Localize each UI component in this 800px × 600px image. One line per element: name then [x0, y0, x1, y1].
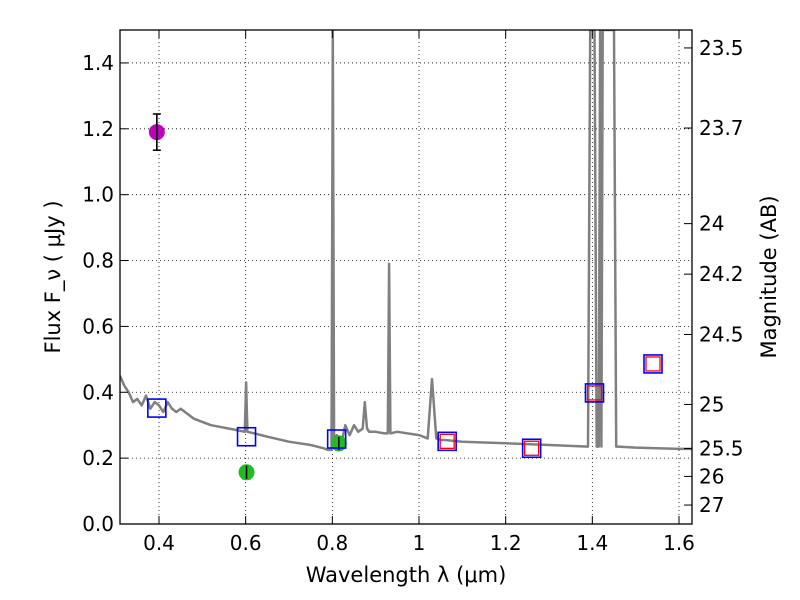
right-axis-label: Magnitude (AB)	[757, 195, 781, 358]
x-axis-label: Wavelength λ (μm)	[306, 563, 507, 587]
model-photometry-red-square	[586, 385, 603, 401]
model-photometry-blue-square	[147, 398, 167, 418]
model-photometry-red-square	[645, 356, 661, 372]
y-tick-label: 1.4	[82, 51, 114, 75]
x-tick-label: 0.4	[143, 531, 175, 555]
model-photometry-blue-square	[643, 354, 663, 374]
model-photometry-blue-square	[521, 438, 542, 459]
y-tick-label: 1.2	[82, 117, 114, 141]
x-tick-label: 1.4	[576, 531, 608, 555]
right-tick-label: 24	[699, 212, 724, 236]
x-tick-label: 1	[413, 531, 426, 555]
y-tick-labels: 0.0 0.2 0.4 0.6 0.8 1.0 1.2 1.4	[82, 51, 114, 536]
model-photometry-red-square	[524, 440, 540, 456]
y-tick-label: 0.6	[82, 314, 114, 338]
right-tick-label: 23.7	[699, 116, 744, 140]
model-spectrum-line	[120, 30, 692, 452]
x-tick-label: 0.6	[230, 531, 262, 555]
x-tick-labels: 0.4 0.6 0.8 1 1.2 1.4 1.6	[143, 531, 695, 555]
y-tick-label: 0.0	[82, 512, 114, 536]
y-tick-label: 0.4	[82, 380, 114, 404]
right-tick-label: 25	[699, 392, 724, 416]
right-tick-label: 24.2	[699, 262, 744, 286]
x-tick-label: 1.6	[663, 531, 695, 555]
grid	[120, 30, 692, 525]
y-tick-label: 0.2	[82, 446, 114, 470]
model-photometry-squares	[147, 354, 663, 459]
plot-area	[120, 30, 692, 481]
y-tick-label: 1.0	[82, 183, 114, 207]
right-tick-label: 25.5	[699, 437, 744, 461]
x-tick-label: 1.2	[490, 531, 522, 555]
right-tick-label: 26	[699, 464, 724, 488]
y-axis-label: Flux F_ν ( μJy )	[41, 200, 66, 353]
right-tick-label: 23.5	[699, 36, 744, 60]
model-photometry-blue-square	[326, 429, 347, 449]
axis-ticks	[120, 30, 692, 525]
y-tick-label: 0.8	[82, 249, 114, 273]
model-photometry-blue-square	[584, 383, 605, 403]
x-tick-label: 0.8	[316, 531, 348, 555]
plot-frame	[119, 29, 693, 525]
right-tick-label: 24.5	[699, 322, 744, 346]
model-photometry-red-square	[439, 433, 455, 449]
right-tick-label: 27	[699, 493, 724, 517]
model-photometry-blue-square	[236, 426, 257, 447]
right-tick-labels: 23.5 23.7 24 24.2 24.5 25 25.5 26 27	[699, 36, 744, 517]
model-photometry-blue-square	[437, 431, 457, 452]
